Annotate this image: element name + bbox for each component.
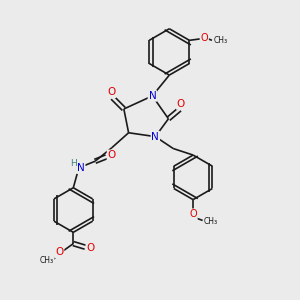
Text: O: O (189, 209, 197, 219)
Text: O: O (107, 87, 116, 97)
Text: O: O (55, 247, 64, 257)
Text: CH₃: CH₃ (204, 217, 218, 226)
Text: O: O (86, 243, 95, 254)
Text: N: N (77, 163, 85, 173)
Text: CH₃: CH₃ (213, 36, 227, 45)
Text: O: O (200, 33, 208, 43)
Text: O: O (177, 99, 185, 109)
Text: N: N (148, 91, 156, 101)
Text: CH₃: CH₃ (40, 256, 54, 266)
Text: O: O (107, 150, 116, 160)
Text: N: N (152, 132, 159, 142)
Text: H: H (70, 159, 77, 168)
